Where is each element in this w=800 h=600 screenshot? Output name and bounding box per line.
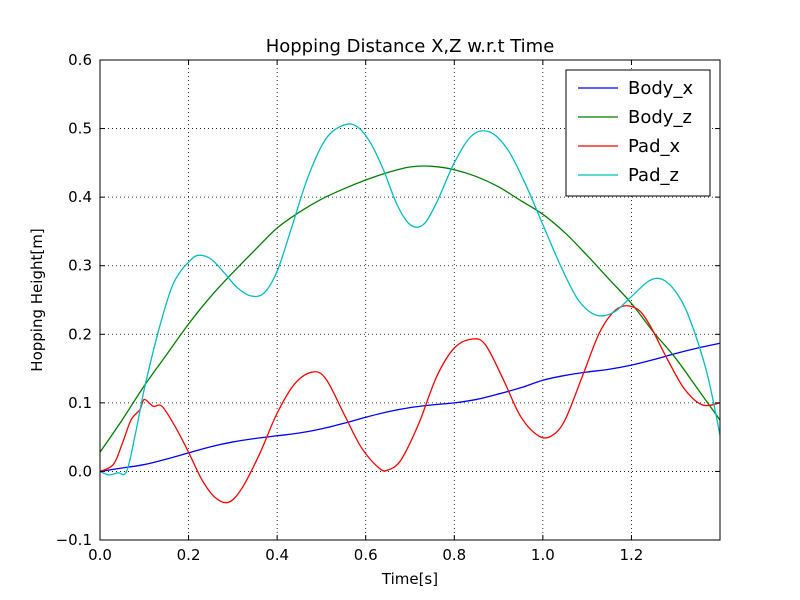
y-tick-label: −0.1 <box>56 531 92 549</box>
y-tick-labels: −0.1 0.0 0.1 0.2 0.3 0.4 0.5 0.6 <box>56 51 92 549</box>
x-tick-label: 1.2 <box>619 546 643 564</box>
x-tick-label: 0.0 <box>88 546 112 564</box>
y-tick-label: 0.4 <box>68 188 92 206</box>
x-axis-label: Time[s] <box>381 570 438 588</box>
legend-label-pad-z: Pad_z <box>628 165 679 186</box>
chart-title: Hopping Distance X,Z w.r.t Time <box>266 36 555 57</box>
series-line-body-z <box>100 165 720 453</box>
y-tick-label: 0.6 <box>68 51 92 69</box>
y-tick-label: 0.5 <box>68 120 92 138</box>
x-tick-label: 1.0 <box>531 546 555 564</box>
series-line-pad-x <box>100 305 720 504</box>
plot-frame <box>99 59 721 541</box>
y-axis-label: Hopping Height[m] <box>28 228 46 371</box>
y-tick-label: 0.3 <box>68 257 92 275</box>
x-tick-label: 0.8 <box>442 546 466 564</box>
y-tick-label: 0.1 <box>68 394 92 412</box>
series-line-pad-z <box>100 123 720 476</box>
legend-label-body-z: Body_z <box>628 107 692 128</box>
x-tick-labels: 0.0 0.2 0.4 0.6 0.8 1.0 1.2 <box>88 546 643 564</box>
x-tick-label: 0.2 <box>177 546 201 564</box>
series-line-body-x <box>100 342 720 473</box>
legend: Body_x Body_z Pad_x Pad_z <box>565 69 711 197</box>
x-tick-label: 0.4 <box>265 546 289 564</box>
y-tick-label: 0.2 <box>68 325 92 343</box>
legend-label-body-x: Body_x <box>628 78 693 99</box>
y-tick-label: 0.0 <box>68 462 92 480</box>
ticks <box>99 59 720 541</box>
series-layer <box>100 123 720 504</box>
x-tick-label: 0.6 <box>354 546 378 564</box>
legend-label-pad-x: Pad_x <box>628 136 681 157</box>
